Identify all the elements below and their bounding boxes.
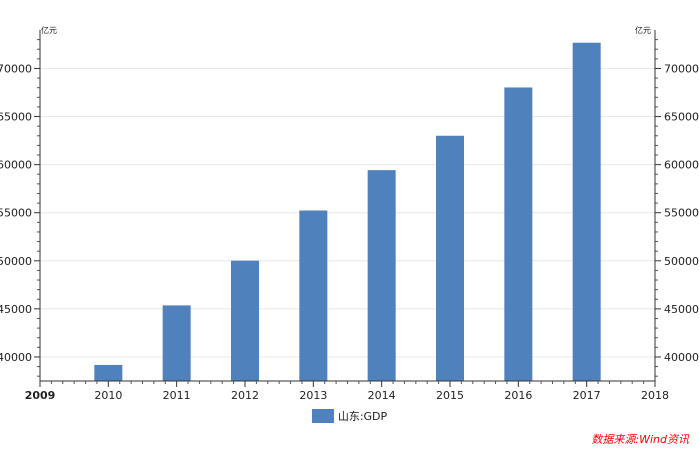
y-tick-label-right-55000: 55000 [664, 207, 699, 220]
bar-2015 [436, 135, 464, 381]
x-tick-label-2016: 2016 [504, 389, 532, 402]
bar-2010 [94, 364, 123, 381]
y-tick-label-right-40000: 40000 [664, 351, 699, 364]
bar-2012 [231, 260, 259, 381]
y-tick-label-left-60000: 60000 [0, 159, 32, 172]
x-tick-label-2015: 2015 [436, 389, 464, 402]
legend-label: 山东:GDP [337, 410, 388, 423]
bar-2016 [504, 87, 533, 381]
bar-2011 [162, 305, 191, 381]
x-tick-label-2018: 2018 [641, 389, 669, 402]
y-tick-label-right-50000: 50000 [664, 255, 699, 268]
y-tick-label-left-70000: 70000 [0, 62, 32, 75]
bar-2014 [367, 170, 396, 381]
bars [94, 42, 601, 382]
y-tick-label-left-55000: 55000 [0, 207, 32, 220]
y-tick-label-right-45000: 45000 [664, 303, 699, 316]
x-tick-label-2017: 2017 [573, 389, 601, 402]
x-tick-label-2010: 2010 [94, 389, 122, 402]
x-tick-label-2014: 2014 [368, 389, 396, 402]
y-tick-label-left-40000: 40000 [0, 351, 32, 364]
bar-2013 [299, 210, 328, 381]
y-tick-label-left-65000: 65000 [0, 111, 32, 124]
bar-2017 [572, 42, 601, 382]
x-tick-label-2009: 2009 [25, 389, 56, 402]
x-tick-label-2011: 2011 [163, 389, 191, 402]
y-axis-unit-left: 亿元 [41, 25, 57, 35]
y-tick-label-right-60000: 60000 [664, 159, 699, 172]
legend-swatch [311, 409, 334, 423]
y-tick-label-left-50000: 50000 [0, 255, 32, 268]
axes: 40000 40000 45000 45000 50000 50000 55000 55000… [0, 30, 699, 402]
x-tick-label-2013: 2013 [299, 389, 327, 402]
x-tick-label-2012: 2012 [231, 389, 259, 402]
y-tick-label-left-45000: 45000 [0, 303, 32, 316]
y-axis-unit-right: 亿元 [635, 25, 651, 35]
source-note: 数据来源:Wind资讯 [591, 433, 689, 446]
y-tick-label-right-65000: 65000 [664, 111, 699, 124]
legend: 山东:GDP [0, 408, 699, 424]
grid-lines [40, 67, 655, 358]
y-tick-label-right-70000: 70000 [664, 62, 699, 75]
